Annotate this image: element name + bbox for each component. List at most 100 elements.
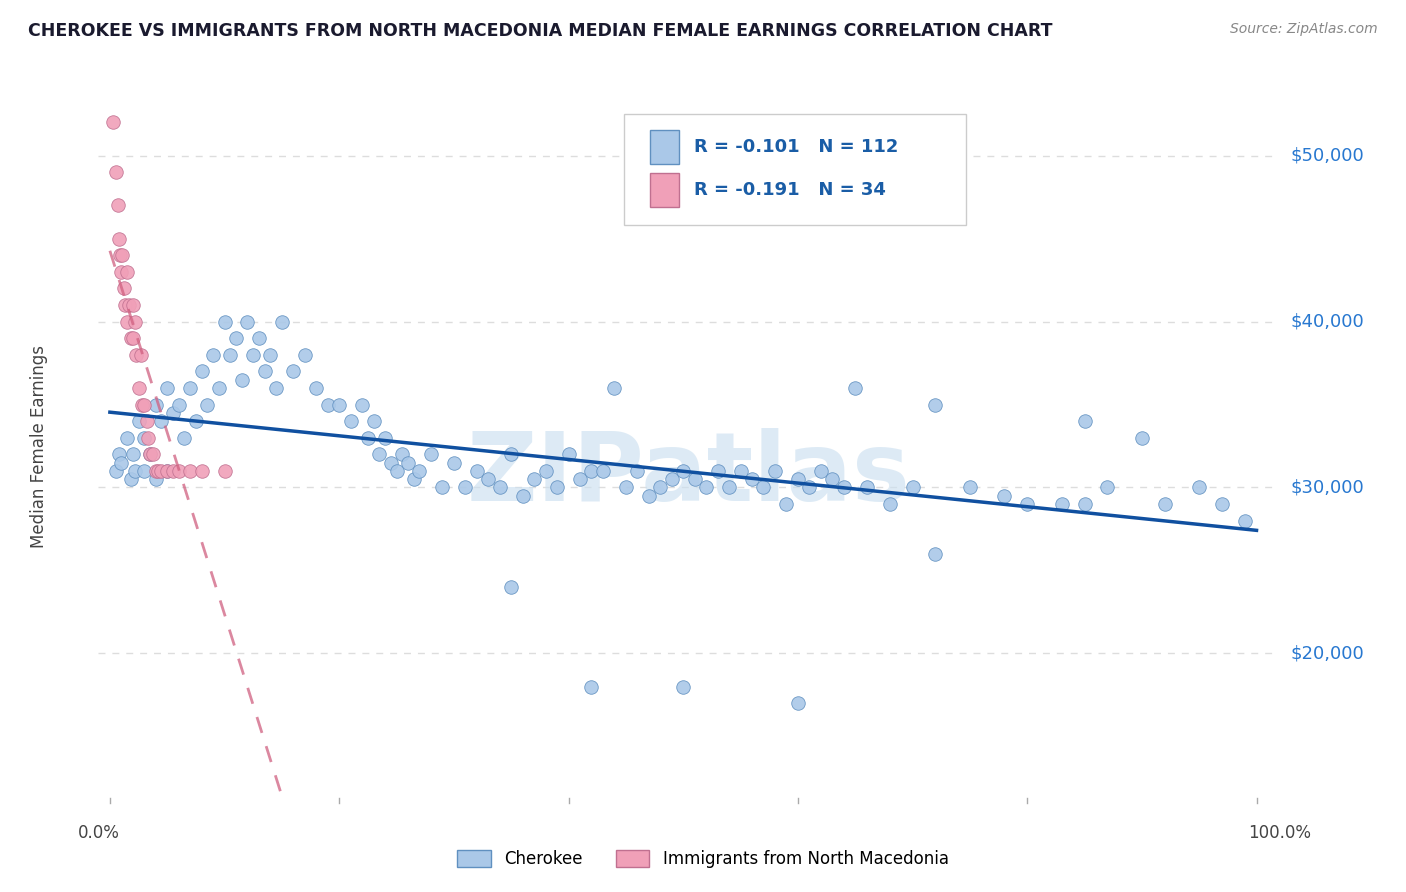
Point: [114, 298, 136, 312]
Point: [111, 248, 134, 262]
Point: [179, 464, 201, 478]
Text: Source: ZipAtlas.com: Source: ZipAtlas.com: [1230, 22, 1378, 37]
Point: [139, 447, 162, 461]
Point: [374, 431, 396, 445]
Point: [357, 431, 380, 445]
Point: [145, 472, 167, 486]
Point: [202, 348, 225, 362]
Point: [184, 414, 207, 428]
Point: [120, 331, 142, 345]
Point: [150, 464, 173, 478]
Point: [108, 248, 131, 262]
Point: [134, 397, 156, 411]
Point: [385, 464, 408, 478]
Point: [112, 281, 135, 295]
Point: [136, 431, 159, 445]
Point: [557, 447, 579, 461]
Point: [924, 547, 946, 561]
Point: [1153, 497, 1175, 511]
Point: [134, 431, 156, 445]
Point: [118, 298, 141, 312]
Point: [534, 464, 557, 478]
Point: [993, 489, 1015, 503]
Point: [832, 481, 855, 495]
Text: Median Female Earnings: Median Female Earnings: [31, 344, 48, 548]
Point: [1017, 497, 1039, 511]
Point: [626, 464, 648, 478]
Point: [672, 680, 695, 694]
Point: [786, 472, 808, 486]
Point: [115, 431, 138, 445]
Point: [501, 580, 523, 594]
Point: [120, 472, 142, 486]
Point: [190, 464, 212, 478]
Point: [614, 481, 637, 495]
Point: [115, 265, 138, 279]
Point: [695, 481, 717, 495]
Point: [1234, 514, 1257, 528]
FancyBboxPatch shape: [624, 114, 966, 225]
Point: [124, 464, 146, 478]
Point: [110, 456, 132, 470]
Point: [139, 447, 162, 461]
Point: [752, 481, 775, 495]
Legend: Cherokee, Immigrants from North Macedonia: Cherokee, Immigrants from North Macedoni…: [451, 843, 955, 875]
Point: [368, 447, 391, 461]
Point: [270, 314, 292, 328]
Text: 100.0%: 100.0%: [1249, 824, 1310, 842]
Point: [1097, 481, 1119, 495]
Point: [924, 397, 946, 411]
Point: [402, 472, 425, 486]
Point: [1050, 497, 1073, 511]
Point: [135, 414, 157, 428]
Point: [219, 348, 242, 362]
Point: [352, 397, 374, 411]
Point: [501, 447, 523, 461]
Point: [305, 381, 328, 395]
Point: [208, 381, 231, 395]
Point: [855, 481, 877, 495]
Point: [603, 381, 626, 395]
Point: [167, 464, 190, 478]
Point: [465, 464, 488, 478]
Point: [104, 165, 127, 179]
FancyBboxPatch shape: [650, 173, 679, 207]
Point: [477, 472, 499, 486]
Text: $40,000: $40,000: [1291, 312, 1364, 331]
Point: [128, 381, 150, 395]
Point: [408, 464, 430, 478]
Point: [156, 464, 179, 478]
Point: [145, 397, 167, 411]
Point: [167, 397, 190, 411]
Point: [103, 115, 125, 129]
Point: [396, 456, 419, 470]
Point: [718, 481, 741, 495]
Point: [1073, 497, 1095, 511]
Point: [316, 397, 339, 411]
Point: [443, 456, 465, 470]
Point: [145, 464, 167, 478]
Point: [150, 414, 173, 428]
Point: [637, 489, 659, 503]
Point: [142, 447, 165, 461]
Point: [173, 431, 195, 445]
Text: 0.0%: 0.0%: [77, 824, 120, 842]
Text: R = -0.101   N = 112: R = -0.101 N = 112: [693, 138, 898, 156]
Text: CHEROKEE VS IMMIGRANTS FROM NORTH MACEDONIA MEDIAN FEMALE EARNINGS CORRELATION C: CHEROKEE VS IMMIGRANTS FROM NORTH MACEDO…: [28, 22, 1053, 40]
Point: [156, 381, 179, 395]
Point: [683, 472, 706, 486]
Point: [294, 348, 316, 362]
Point: [236, 314, 259, 328]
Point: [328, 397, 350, 411]
Point: [844, 381, 866, 395]
Point: [146, 464, 169, 478]
Point: [179, 381, 201, 395]
Point: [763, 464, 786, 478]
Point: [121, 298, 143, 312]
Point: [786, 696, 808, 710]
Point: [569, 472, 592, 486]
Point: [363, 414, 385, 428]
Point: [110, 265, 132, 279]
Point: [488, 481, 510, 495]
Point: [879, 497, 901, 511]
